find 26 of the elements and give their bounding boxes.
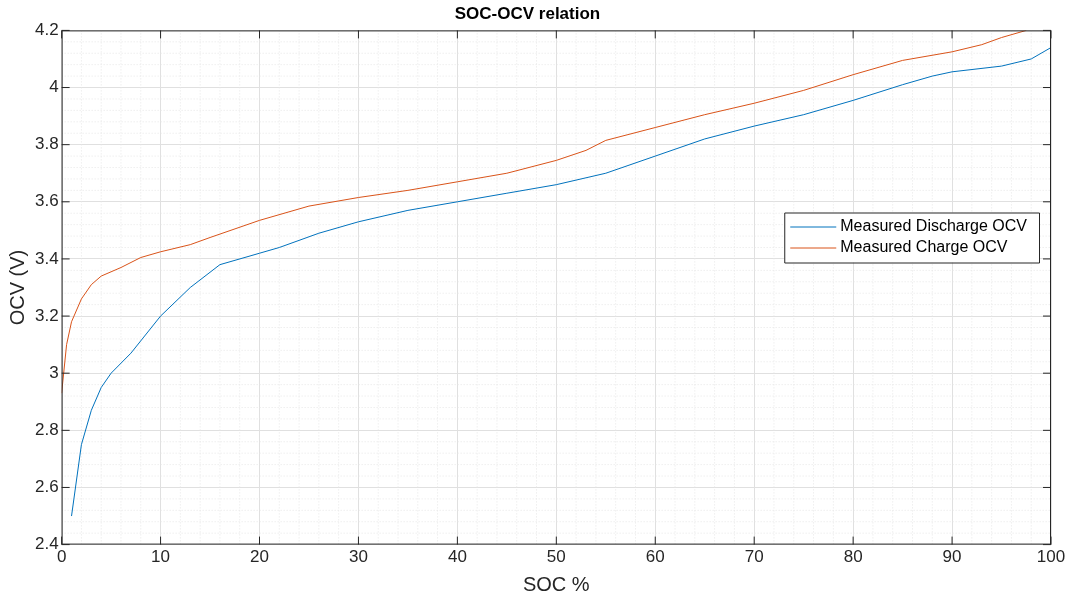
y-tick-label: 4.2 <box>34 20 59 40</box>
x-tick-label: 0 <box>56 547 67 567</box>
x-tick-label: 20 <box>250 547 269 567</box>
y-tick-label: 2.6 <box>34 477 59 497</box>
x-tick-label: 50 <box>546 547 566 567</box>
y-axis-title: OCV (V) <box>5 249 28 326</box>
x-axis-title: SOC % <box>522 572 590 595</box>
y-tick-label: 3.6 <box>34 191 59 211</box>
y-tick-label: 3.8 <box>34 134 59 154</box>
y-tick-label: 3 <box>49 362 59 382</box>
x-tick-label: 100 <box>1036 547 1066 567</box>
x-tick-label: 40 <box>447 547 467 567</box>
x-tick-label: 90 <box>942 547 962 567</box>
y-tick-label: 2.8 <box>34 420 59 440</box>
x-tick-label: 10 <box>151 547 171 567</box>
x-tick-label: 60 <box>645 547 665 567</box>
chart-title: SOC-OCV relation <box>454 3 601 23</box>
legend-label: Measured Discharge OCV <box>840 217 1028 235</box>
y-tick-label: 2.4 <box>34 534 59 554</box>
legend-label: Measured Charge OCV <box>840 238 1008 256</box>
x-tick-label: 70 <box>744 547 764 567</box>
x-tick-label: 30 <box>348 547 368 567</box>
y-tick-label: 3.2 <box>34 305 59 325</box>
y-tick-label: 4 <box>49 77 59 97</box>
y-tick-label: 3.4 <box>34 248 59 268</box>
x-tick-label: 80 <box>843 547 863 567</box>
